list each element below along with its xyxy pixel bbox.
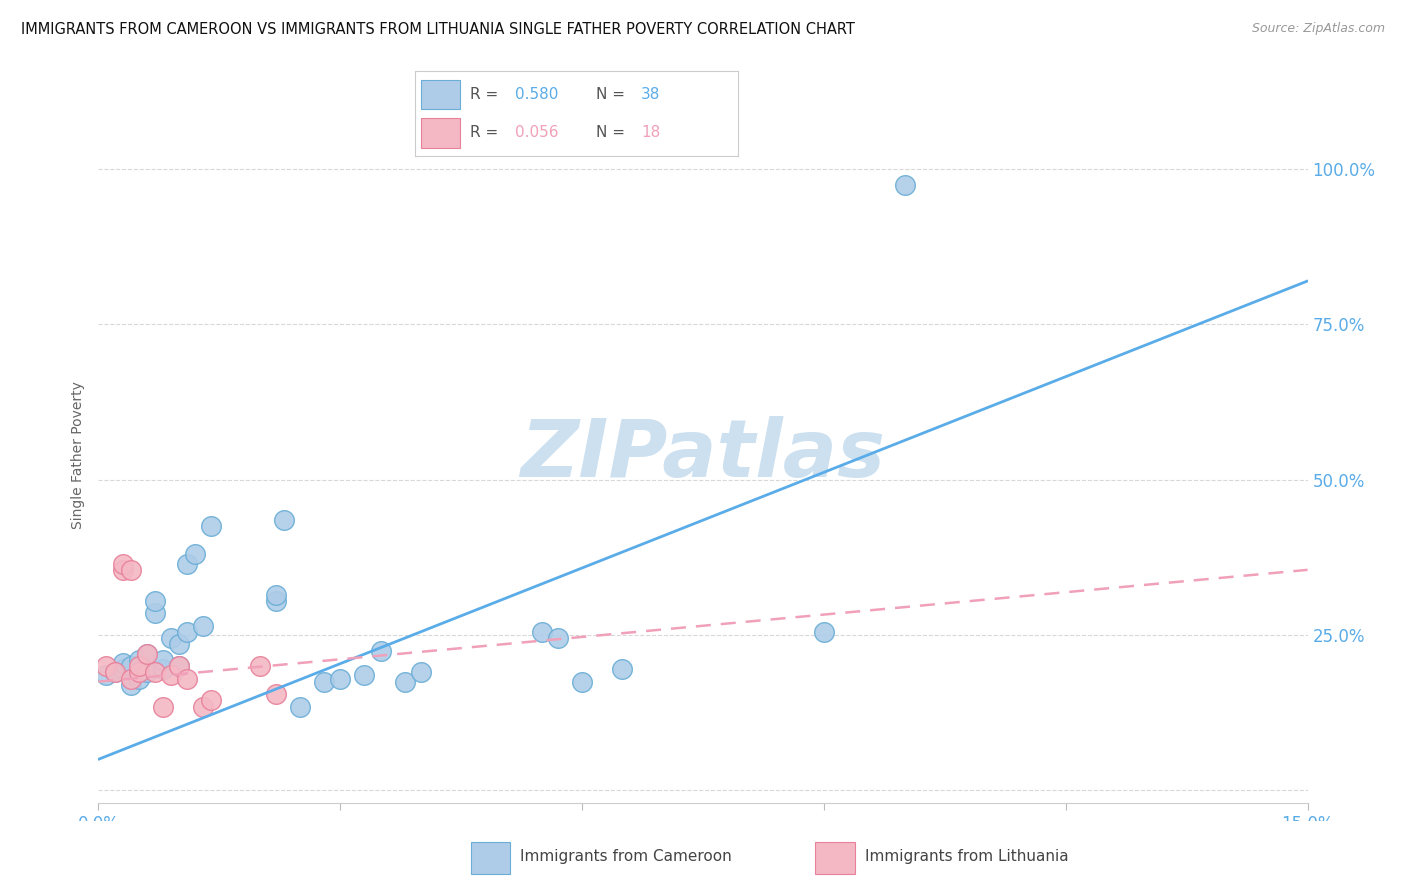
Point bbox=[135, 665, 157, 680]
Point bbox=[409, 665, 432, 680]
Point bbox=[176, 557, 198, 571]
Point bbox=[143, 607, 166, 621]
Text: R =: R = bbox=[470, 125, 503, 140]
Point bbox=[571, 674, 593, 689]
Text: ZIPatlas: ZIPatlas bbox=[520, 416, 886, 494]
Y-axis label: Single Father Poverty: Single Father Poverty bbox=[72, 381, 86, 529]
Text: Immigrants from Lithuania: Immigrants from Lithuania bbox=[865, 849, 1069, 863]
Point bbox=[200, 693, 222, 707]
Text: 0.580: 0.580 bbox=[515, 87, 558, 103]
Point bbox=[249, 659, 271, 673]
Point bbox=[111, 557, 134, 571]
FancyBboxPatch shape bbox=[422, 80, 460, 110]
Text: IMMIGRANTS FROM CAMEROON VS IMMIGRANTS FROM LITHUANIA SINGLE FATHER POVERTY CORR: IMMIGRANTS FROM CAMEROON VS IMMIGRANTS F… bbox=[21, 22, 855, 37]
Point bbox=[103, 665, 125, 680]
Point bbox=[530, 624, 553, 639]
Point bbox=[143, 594, 166, 608]
Point bbox=[143, 665, 166, 680]
Text: 0.056: 0.056 bbox=[515, 125, 558, 140]
Point bbox=[813, 624, 835, 639]
Point bbox=[160, 668, 183, 682]
Text: R =: R = bbox=[470, 87, 503, 103]
Point bbox=[264, 594, 287, 608]
FancyBboxPatch shape bbox=[422, 118, 460, 147]
Point bbox=[160, 631, 183, 645]
Text: Immigrants from Cameroon: Immigrants from Cameroon bbox=[520, 849, 733, 863]
Point bbox=[184, 547, 207, 561]
Point bbox=[135, 647, 157, 661]
Text: 38: 38 bbox=[641, 87, 661, 103]
Point bbox=[893, 178, 915, 192]
Point bbox=[288, 699, 311, 714]
Point bbox=[329, 672, 352, 686]
Point bbox=[111, 656, 134, 670]
Point bbox=[120, 563, 142, 577]
Point bbox=[111, 563, 134, 577]
Point bbox=[111, 662, 134, 676]
Point bbox=[264, 588, 287, 602]
Point bbox=[167, 637, 190, 651]
Text: N =: N = bbox=[596, 87, 630, 103]
Point bbox=[200, 519, 222, 533]
Point bbox=[152, 699, 174, 714]
Point bbox=[264, 687, 287, 701]
Point bbox=[273, 513, 295, 527]
Point bbox=[547, 631, 569, 645]
Point bbox=[370, 643, 392, 657]
Point bbox=[96, 659, 118, 673]
Point bbox=[314, 674, 336, 689]
Point bbox=[152, 653, 174, 667]
Point bbox=[612, 662, 634, 676]
Point bbox=[103, 665, 125, 680]
Point bbox=[128, 672, 150, 686]
Point bbox=[176, 672, 198, 686]
Text: Source: ZipAtlas.com: Source: ZipAtlas.com bbox=[1251, 22, 1385, 36]
Point bbox=[176, 624, 198, 639]
Point bbox=[120, 659, 142, 673]
Point bbox=[167, 659, 190, 673]
Point bbox=[167, 659, 190, 673]
Point bbox=[135, 647, 157, 661]
Point bbox=[96, 668, 118, 682]
Point bbox=[152, 662, 174, 676]
Point bbox=[394, 674, 416, 689]
Text: 18: 18 bbox=[641, 125, 661, 140]
Point bbox=[128, 653, 150, 667]
Text: N =: N = bbox=[596, 125, 630, 140]
Point bbox=[193, 699, 215, 714]
Point bbox=[120, 678, 142, 692]
Point bbox=[120, 672, 142, 686]
Point bbox=[353, 668, 375, 682]
FancyBboxPatch shape bbox=[815, 842, 855, 874]
Point bbox=[193, 619, 215, 633]
Point bbox=[128, 659, 150, 673]
Point bbox=[128, 665, 150, 680]
FancyBboxPatch shape bbox=[471, 842, 510, 874]
